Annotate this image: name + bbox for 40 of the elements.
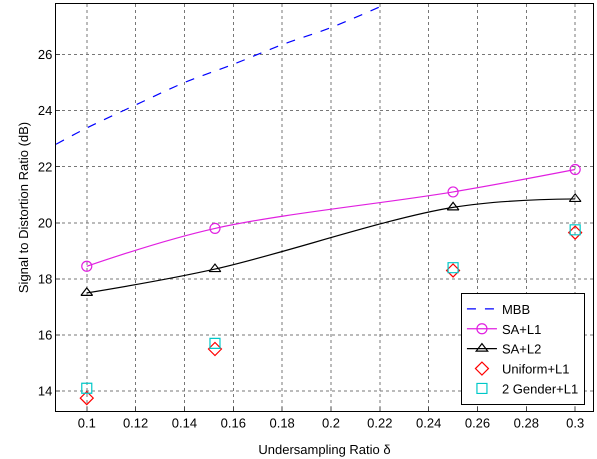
legend-label: 2 Gender+L1: [502, 382, 578, 397]
point: [81, 382, 92, 394]
legend-label: SA+L1: [502, 322, 542, 337]
y-axis-title: Signal to Distortion Ratio (dB): [16, 122, 31, 294]
point: [568, 193, 582, 202]
x-tick-label: 0.24: [416, 416, 442, 431]
x-tick-label: 0.26: [464, 416, 490, 431]
point: [209, 338, 221, 349]
y-tick-label: 18: [38, 271, 52, 286]
y-tick-label: 24: [38, 103, 52, 118]
x-tick-label: 0.3: [566, 416, 584, 431]
x-tick-label: 0.16: [220, 416, 246, 431]
point: [447, 262, 459, 274]
point: [208, 263, 222, 272]
x-axis-title: Undersampling Ratio δ: [258, 442, 391, 458]
legend-label: MBB: [502, 302, 530, 317]
point: [209, 222, 221, 234]
point: [80, 391, 94, 406]
y-tick-label: 14: [38, 384, 52, 399]
point: [80, 287, 94, 296]
y-tick-label: 26: [38, 47, 52, 62]
x-tick-label: 0.1: [78, 416, 96, 431]
x-tick-label: 0.18: [269, 416, 295, 431]
x-tick-label: 0.14: [172, 416, 198, 431]
y-tick-label: 16: [38, 328, 52, 343]
line-series: [56, 6, 380, 145]
x-tick-label: 0.22: [367, 416, 392, 431]
y-tick-label: 22: [38, 159, 52, 174]
y-tick-label: 20: [38, 215, 52, 230]
x-tick-label: 0.2: [322, 416, 340, 431]
legend-label: Uniform+L1: [502, 362, 570, 377]
x-tick-label: 0.12: [122, 416, 148, 431]
point: [81, 260, 92, 272]
legend-label: SA+L2: [502, 342, 542, 357]
point: [446, 263, 460, 278]
point: [570, 164, 581, 176]
point: [447, 186, 459, 198]
point: [568, 226, 582, 240]
x-tick-label: 0.28: [514, 416, 539, 431]
point: [208, 342, 222, 356]
